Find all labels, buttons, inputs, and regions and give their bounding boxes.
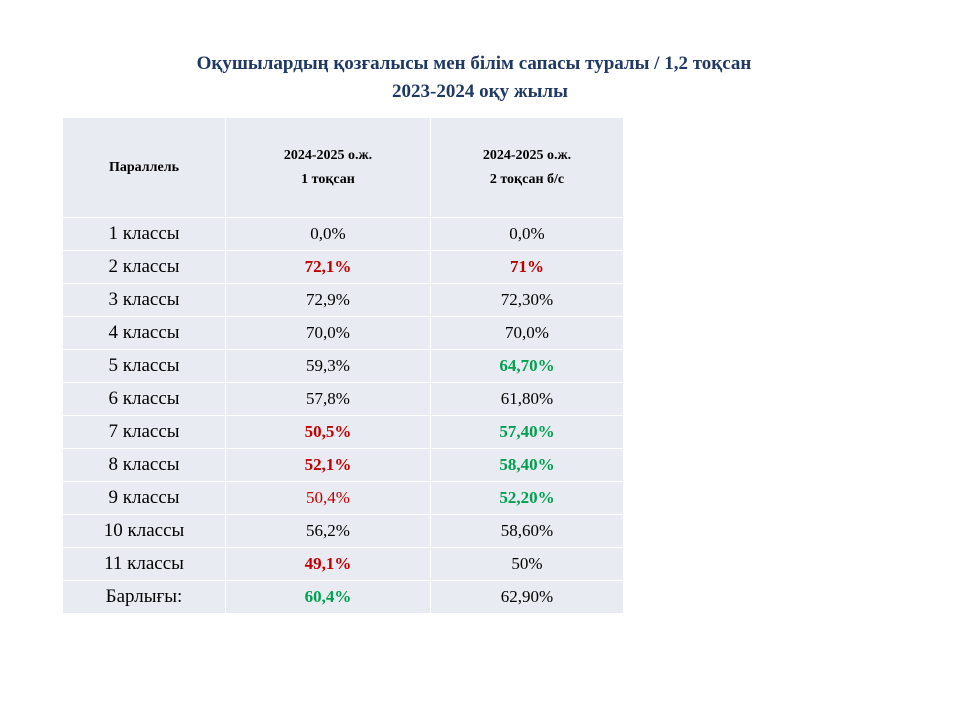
title-line-1: Оқушылардың қозғалысы мен білім сапасы т…: [196, 53, 752, 74]
total-quarter-1-value: 60,4%: [226, 581, 431, 614]
header-quarter-1: 2024-2025 о.ж. 1 тоқсан: [226, 118, 431, 218]
row-label: 5 классы: [63, 350, 226, 383]
quarter-2-value: 50%: [431, 548, 623, 581]
quarter-2-value: 61,80%: [431, 383, 623, 416]
header-quarter-2: 2024-2025 о.ж. 2 тоқсан б/с: [431, 118, 623, 218]
table-total-row: Барлығы: 60,4% 62,90%: [63, 581, 623, 614]
row-label: 7 классы: [63, 416, 226, 449]
row-label: 3 классы: [63, 284, 226, 317]
table-row: 2 классы 72,1% 71%: [63, 251, 623, 284]
row-label: 9 классы: [63, 482, 226, 515]
header-quarter-1-line-2: 1 тоқсан: [301, 171, 355, 187]
header-parallel: Параллель: [63, 118, 226, 218]
quarter-1-value: 56,2%: [226, 515, 431, 548]
total-label: Барлығы:: [63, 581, 226, 614]
row-label: 6 классы: [63, 383, 226, 416]
quarter-1-value: 59,3%: [226, 350, 431, 383]
quarter-2-value: 57,40%: [431, 416, 623, 449]
quarter-1-value: 50,5%: [226, 416, 431, 449]
table-row: 5 классы 59,3% 64,70%: [63, 350, 623, 383]
quarter-2-value: 58,40%: [431, 449, 623, 482]
quarter-1-value: 49,1%: [226, 548, 431, 581]
quarter-1-value: 0,0%: [226, 218, 431, 251]
header-quarter-2-line-1: 2024-2025 о.ж.: [482, 147, 572, 163]
table-row: 1 классы 0,0% 0,0%: [63, 218, 623, 251]
quarter-1-value: 57,8%: [226, 383, 431, 416]
table-row: 9 классы 50,4% 52,20%: [63, 482, 623, 515]
quality-table: Параллель 2024-2025 о.ж. 1 тоқсан 2024-2…: [63, 118, 623, 614]
quarter-2-value: 64,70%: [431, 350, 623, 383]
table-row: 8 классы 52,1% 58,40%: [63, 449, 623, 482]
quarter-1-value: 70,0%: [226, 317, 431, 350]
quarter-2-value: 52,20%: [431, 482, 623, 515]
quarter-2-value: 72,30%: [431, 284, 623, 317]
table-row: 3 классы 72,9% 72,30%: [63, 284, 623, 317]
row-label: 8 классы: [63, 449, 226, 482]
header-parallel-text: Параллель: [109, 159, 179, 175]
header-quarter-2-line-2: 2 тоқсан б/с: [489, 171, 565, 187]
table-row: 10 классы 56,2% 58,60%: [63, 515, 623, 548]
quarter-2-value: 70,0%: [431, 317, 623, 350]
table-row: 11 классы 49,1% 50%: [63, 548, 623, 581]
table-row: 7 классы 50,5% 57,40%: [63, 416, 623, 449]
quarter-1-value: 72,9%: [226, 284, 431, 317]
row-label: 2 классы: [63, 251, 226, 284]
header-quarter-1-line-1: 2024-2025 о.ж.: [283, 147, 373, 163]
table-row: 6 классы 57,8% 61,80%: [63, 383, 623, 416]
row-label: 10 классы: [63, 515, 226, 548]
quarter-1-value: 52,1%: [226, 449, 431, 482]
table-header-row: Параллель 2024-2025 о.ж. 1 тоқсан 2024-2…: [63, 118, 623, 218]
quarter-1-value: 72,1%: [226, 251, 431, 284]
row-label: 11 классы: [63, 548, 226, 581]
quarter-2-value: 71%: [431, 251, 623, 284]
row-label: 4 классы: [63, 317, 226, 350]
quarter-1-value: 50,4%: [226, 482, 431, 515]
quarter-2-value: 58,60%: [431, 515, 623, 548]
title-line-2: 2023-2024 оқу жылы: [392, 81, 568, 102]
table-row: 4 классы 70,0% 70,0%: [63, 317, 623, 350]
row-label: 1 классы: [63, 218, 226, 251]
document-title: Оқушылардың қозғалысы мен білім сапасы т…: [0, 50, 960, 106]
total-quarter-2-value: 62,90%: [431, 581, 623, 614]
quarter-2-value: 0,0%: [431, 218, 623, 251]
